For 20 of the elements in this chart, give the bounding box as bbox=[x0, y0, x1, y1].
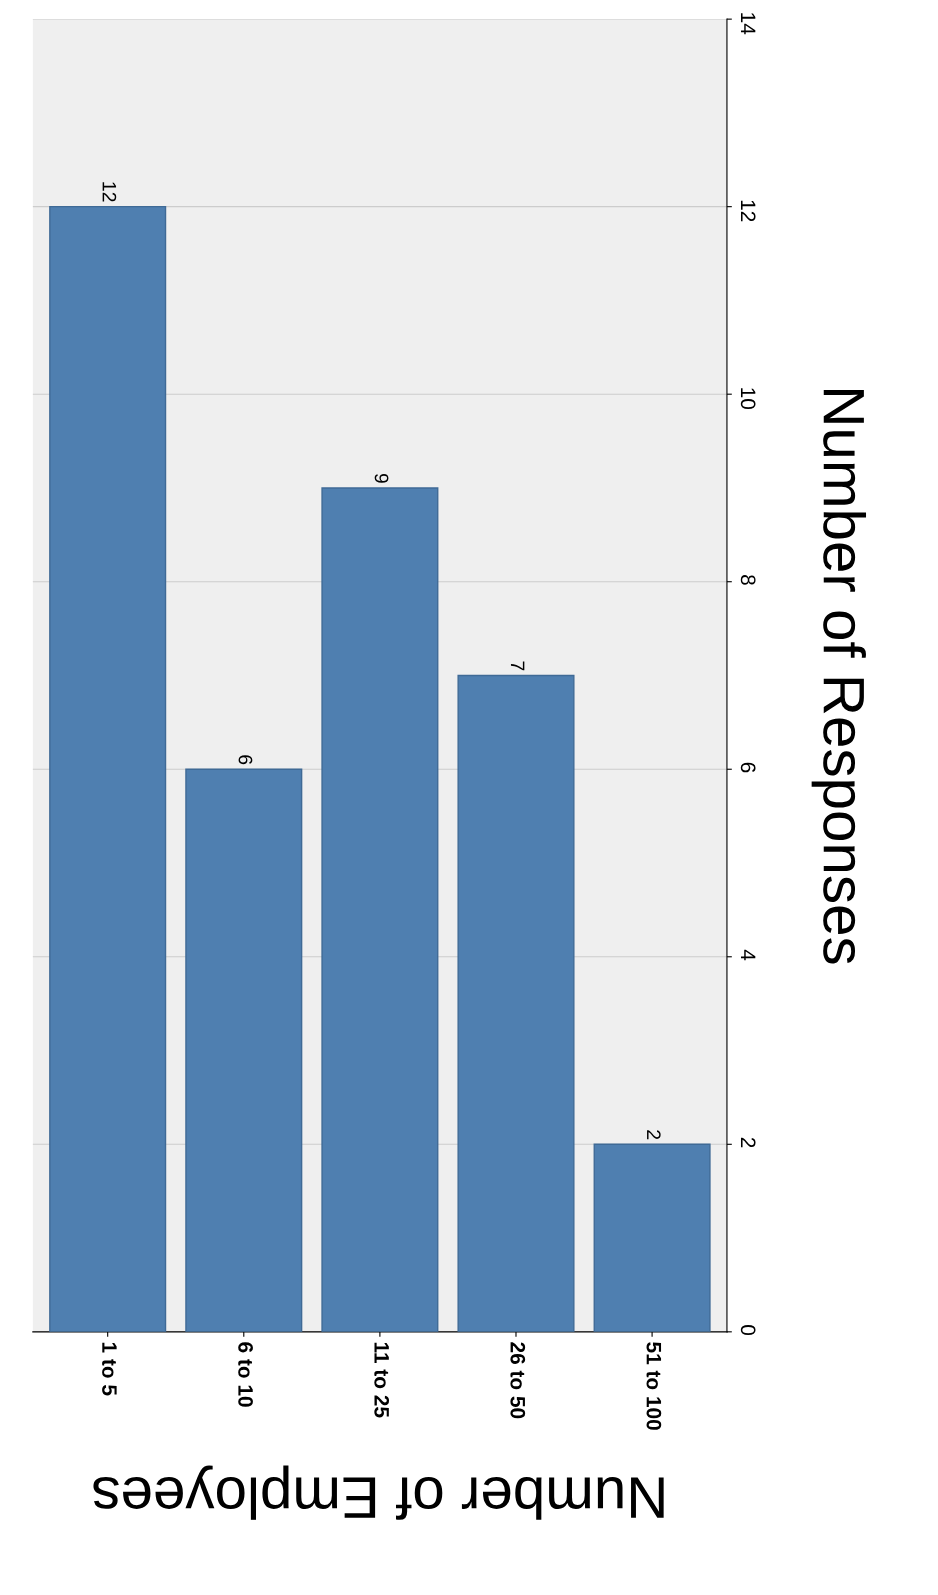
data-label: 2 bbox=[647, 1130, 661, 1140]
data-label: 6 bbox=[238, 755, 253, 765]
y-tick-label: 0 bbox=[740, 1325, 756, 1336]
y-tick-label: 8 bbox=[740, 575, 756, 585]
data-label: 12 bbox=[102, 182, 117, 202]
data-label: 9 bbox=[374, 473, 389, 483]
y-tick-label: 14 bbox=[741, 13, 756, 35]
x-tick-label: 51 to 100 bbox=[646, 1342, 662, 1430]
x-tick-label: 6 to 10 bbox=[238, 1342, 253, 1407]
y-tick-label: 10 bbox=[740, 388, 756, 409]
x-tick-label: 1 to 5 bbox=[102, 1342, 117, 1396]
x-tick-label: 26 to 50 bbox=[510, 1342, 526, 1419]
y-tick-label: 4 bbox=[741, 949, 756, 961]
data-label: 7 bbox=[510, 661, 525, 671]
x-tick-label: 11 to 25 bbox=[374, 1342, 390, 1418]
y-tick-label: 2 bbox=[741, 1137, 756, 1148]
y-tick-label: 6 bbox=[740, 762, 756, 773]
y-axis-title: Number of Responses bbox=[811, 390, 867, 964]
x-axis-title: Number of Employees bbox=[93, 1465, 664, 1520]
y-tick-label: 12 bbox=[741, 200, 756, 222]
